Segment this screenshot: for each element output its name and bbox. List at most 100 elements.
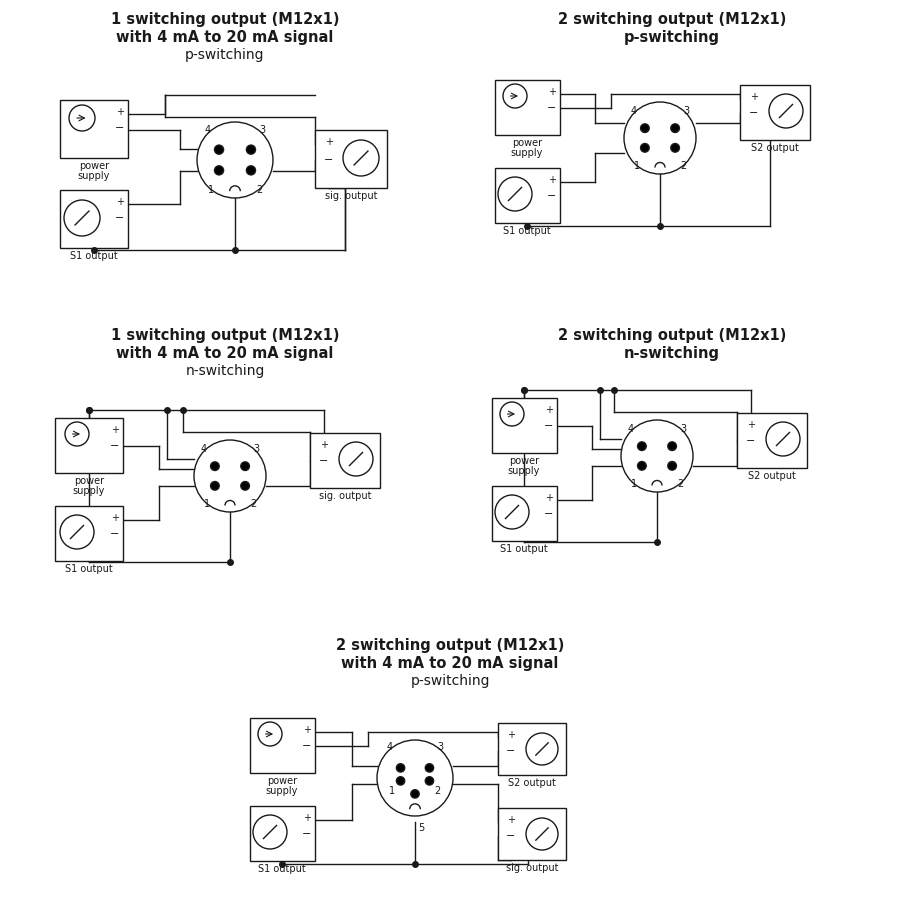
Text: 3: 3 bbox=[253, 444, 259, 454]
Circle shape bbox=[396, 777, 405, 785]
Circle shape bbox=[214, 166, 223, 175]
Text: 2: 2 bbox=[250, 500, 256, 509]
Bar bbox=[310, 433, 380, 488]
Circle shape bbox=[526, 818, 558, 850]
Text: 4: 4 bbox=[386, 742, 392, 752]
Text: supply: supply bbox=[77, 171, 110, 181]
Circle shape bbox=[500, 402, 524, 426]
Circle shape bbox=[624, 102, 696, 174]
Bar bbox=[737, 413, 807, 468]
Circle shape bbox=[670, 143, 680, 152]
Circle shape bbox=[247, 166, 256, 175]
Text: −: − bbox=[547, 103, 557, 113]
Text: n-switching: n-switching bbox=[624, 346, 720, 361]
Text: −: − bbox=[111, 441, 120, 451]
Circle shape bbox=[69, 105, 95, 131]
Text: +: + bbox=[111, 513, 119, 523]
Text: +: + bbox=[747, 420, 755, 430]
Text: S1 output: S1 output bbox=[65, 564, 112, 574]
Circle shape bbox=[526, 733, 558, 765]
Circle shape bbox=[241, 482, 249, 490]
Text: 2 switching output (M12x1): 2 switching output (M12x1) bbox=[336, 638, 564, 653]
Text: with 4 mA to 20 mA signal: with 4 mA to 20 mA signal bbox=[116, 346, 334, 361]
Text: 3: 3 bbox=[437, 742, 444, 752]
Text: with 4 mA to 20 mA signal: with 4 mA to 20 mA signal bbox=[116, 30, 334, 45]
Circle shape bbox=[503, 84, 527, 108]
Circle shape bbox=[495, 495, 529, 529]
Bar bbox=[55, 506, 123, 561]
Circle shape bbox=[670, 124, 680, 132]
Text: −: − bbox=[302, 829, 311, 839]
Text: S2 output: S2 output bbox=[752, 143, 799, 153]
Bar bbox=[498, 808, 566, 860]
Bar bbox=[740, 85, 810, 140]
Text: 2: 2 bbox=[435, 786, 441, 796]
Text: −: − bbox=[324, 155, 334, 165]
Circle shape bbox=[769, 94, 803, 128]
Circle shape bbox=[637, 462, 646, 470]
Text: sig. output: sig. output bbox=[319, 491, 371, 501]
Text: 2 switching output (M12x1): 2 switching output (M12x1) bbox=[558, 12, 787, 27]
Circle shape bbox=[641, 124, 649, 132]
Bar bbox=[492, 486, 557, 541]
Text: −: − bbox=[115, 123, 125, 133]
Circle shape bbox=[668, 462, 677, 470]
Bar bbox=[250, 718, 315, 773]
Text: 4: 4 bbox=[631, 105, 637, 115]
Text: −: − bbox=[544, 421, 554, 431]
Bar bbox=[60, 190, 128, 248]
Text: −: − bbox=[302, 741, 311, 751]
Text: S2 output: S2 output bbox=[748, 471, 796, 481]
Text: −: − bbox=[544, 509, 554, 519]
Text: −: − bbox=[746, 436, 756, 446]
Text: −: − bbox=[320, 456, 328, 466]
Circle shape bbox=[668, 442, 677, 451]
Text: 5: 5 bbox=[418, 823, 424, 832]
Text: 1: 1 bbox=[634, 161, 640, 171]
Text: sig. output: sig. output bbox=[506, 863, 558, 873]
Text: 2 switching output (M12x1): 2 switching output (M12x1) bbox=[558, 328, 787, 343]
Circle shape bbox=[211, 482, 220, 490]
Circle shape bbox=[396, 764, 405, 772]
Text: 1 switching output (M12x1): 1 switching output (M12x1) bbox=[111, 12, 339, 27]
Circle shape bbox=[377, 740, 453, 816]
Text: −: − bbox=[115, 213, 125, 223]
Circle shape bbox=[214, 145, 223, 154]
Text: −: − bbox=[547, 191, 557, 201]
Text: power: power bbox=[508, 456, 539, 466]
Text: 3: 3 bbox=[259, 125, 266, 135]
Circle shape bbox=[253, 815, 287, 849]
Text: sig. output: sig. output bbox=[325, 191, 377, 201]
Circle shape bbox=[426, 777, 434, 785]
Text: with 4 mA to 20 mA signal: with 4 mA to 20 mA signal bbox=[341, 656, 559, 671]
Circle shape bbox=[498, 177, 532, 211]
Text: 3: 3 bbox=[683, 105, 689, 115]
Text: supply: supply bbox=[508, 466, 540, 476]
Text: p-switching: p-switching bbox=[410, 674, 490, 688]
Text: power: power bbox=[74, 476, 104, 486]
Text: power: power bbox=[267, 776, 297, 786]
Text: supply: supply bbox=[266, 786, 298, 796]
Circle shape bbox=[211, 462, 220, 471]
Text: +: + bbox=[116, 197, 124, 207]
Text: +: + bbox=[548, 175, 556, 185]
Text: S1 output: S1 output bbox=[258, 864, 306, 874]
Text: +: + bbox=[545, 405, 553, 415]
Circle shape bbox=[339, 442, 373, 476]
Circle shape bbox=[343, 140, 379, 176]
Bar bbox=[498, 723, 566, 775]
Text: +: + bbox=[507, 730, 515, 740]
Text: 1: 1 bbox=[208, 184, 214, 194]
Circle shape bbox=[247, 145, 256, 154]
Text: +: + bbox=[303, 725, 311, 735]
Text: 1 switching output (M12x1): 1 switching output (M12x1) bbox=[111, 328, 339, 343]
Circle shape bbox=[766, 422, 800, 456]
Bar bbox=[55, 418, 123, 473]
Text: 2: 2 bbox=[680, 161, 687, 171]
Text: power: power bbox=[512, 138, 542, 148]
Text: −: − bbox=[111, 529, 120, 539]
Text: S2 output: S2 output bbox=[508, 778, 556, 788]
Circle shape bbox=[410, 789, 419, 798]
Text: supply: supply bbox=[73, 486, 105, 496]
Text: +: + bbox=[507, 815, 515, 825]
